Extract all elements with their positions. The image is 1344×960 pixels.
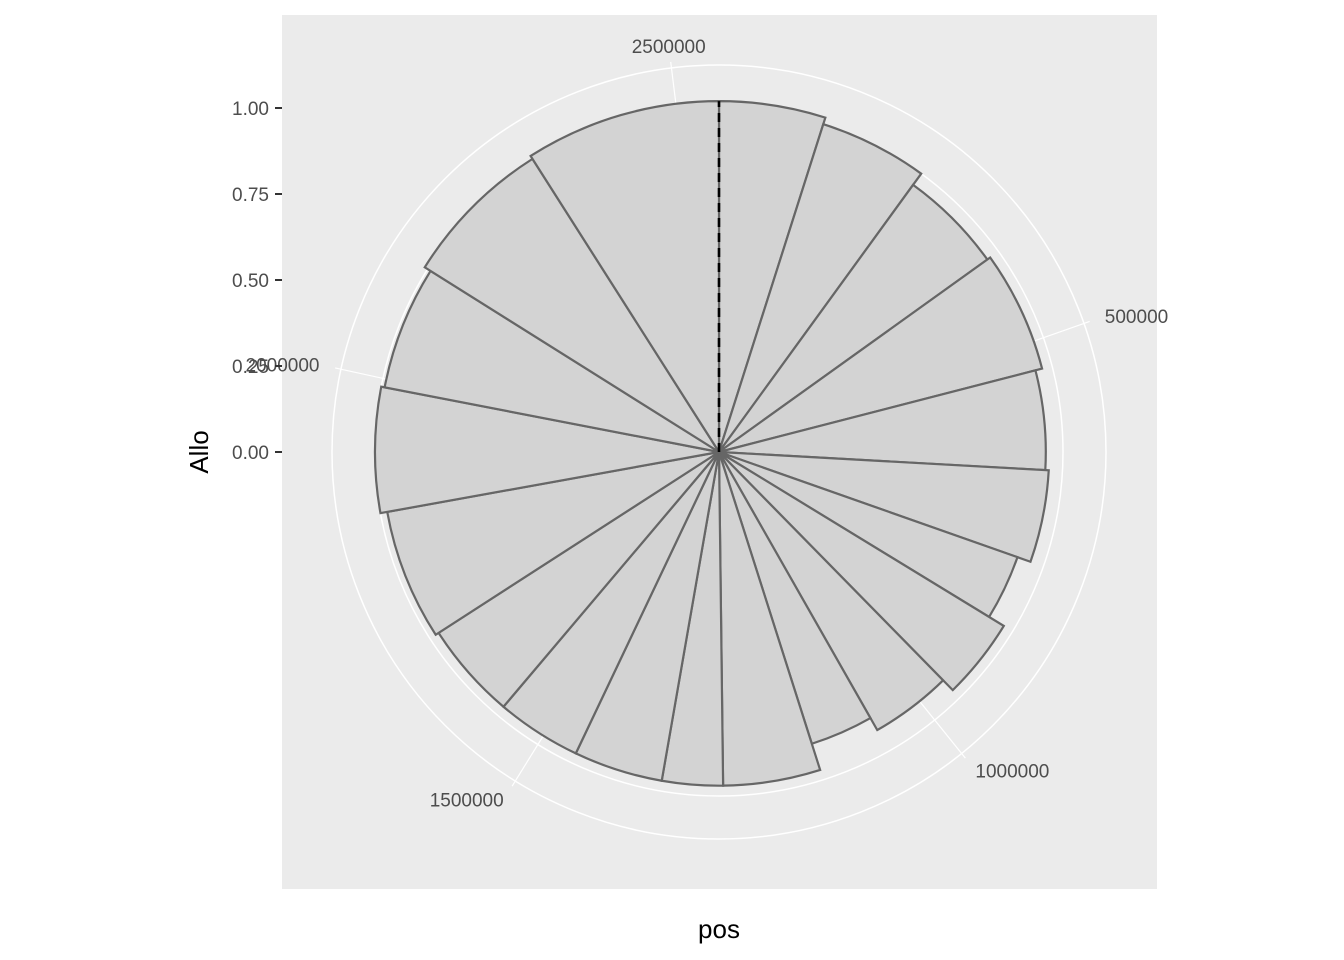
theta-tick-label: 1000000: [975, 762, 1049, 783]
y-tick-label: 0.25: [232, 357, 269, 378]
bars-layer: [373, 100, 1050, 787]
y-tick-label: 0.75: [232, 185, 269, 206]
x-axis-title: pos: [698, 914, 740, 944]
bar-19: [423, 157, 720, 453]
bar-2: [717, 122, 923, 453]
y-axis: 0.00 0.25 0.50 0.75 1.00: [232, 99, 282, 464]
bar-20: [529, 100, 721, 456]
theta-tick-labels: 500000 1000000 1500000 2000000 2500000: [246, 37, 1169, 812]
bar-17: [373, 385, 720, 515]
theta-tick-label: 500000: [1105, 307, 1168, 328]
bar-4: [718, 255, 1044, 454]
theta-tick-label: 1500000: [430, 791, 504, 812]
y-axis-title: Allo: [184, 430, 214, 473]
y-tick-label: 0.00: [232, 443, 269, 464]
theta-tick-label: 2500000: [632, 37, 706, 58]
theta-tick-label: 2000000: [246, 356, 320, 377]
bar-8: [718, 451, 1006, 692]
y-tick-label: 1.00: [232, 99, 269, 120]
bar-9: [718, 451, 945, 732]
bar-6: [718, 450, 1050, 564]
grid-circle: [331, 64, 1107, 840]
bar-18: [383, 269, 720, 454]
y-tick-label: 0.50: [232, 271, 269, 292]
